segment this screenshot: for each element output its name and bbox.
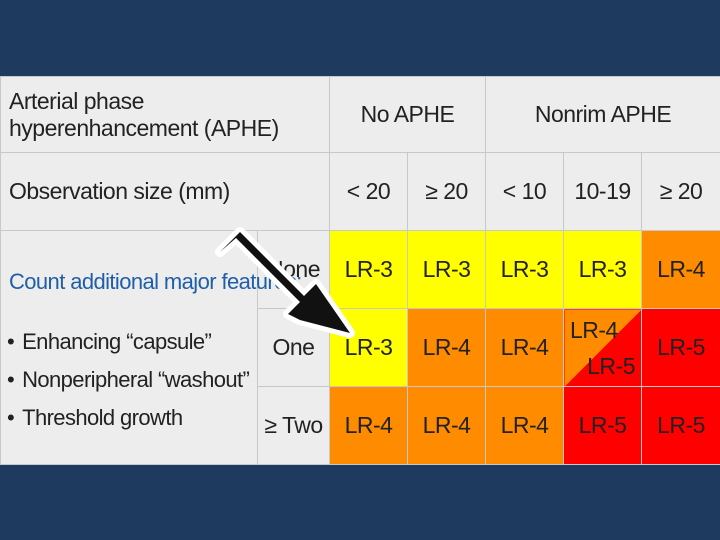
feature-item: Nonperipheral “washout” — [7, 361, 250, 399]
category-cell: LR-3 — [407, 230, 486, 309]
feature-item: Enhancing “capsule” — [7, 323, 249, 361]
size-col-5: ≥ 20 — [640, 152, 720, 231]
aphe-header-label: Arterial phase hyperenhancement (APHE) — [0, 76, 330, 153]
category-cell: LR-3 — [329, 230, 408, 309]
split-category-cell: LR-4 LR-5 — [563, 308, 642, 387]
category-cell: LR-4 — [407, 386, 486, 465]
category-cell: LR-4 — [485, 308, 564, 387]
lirads-table-container: Arterial phase hyperenhancement (APHE) N… — [0, 76, 720, 465]
features-title: Count additional major features: — [9, 269, 302, 294]
size-col-4: 10-19 — [563, 152, 642, 231]
row-label-one: One — [257, 308, 330, 387]
category-cell: LR-4 — [329, 386, 408, 465]
category-cell: LR-5 — [640, 386, 720, 465]
size-col-1: < 20 — [329, 152, 408, 231]
size-col-2: ≥ 20 — [407, 152, 486, 231]
feature-item: Threshold growth — [7, 399, 249, 437]
category-cell: LR-3 — [329, 308, 408, 387]
features-panel: Count additional major features: Enhanci… — [0, 230, 302, 465]
split-upper-label: LR-4 — [570, 317, 618, 343]
nonrim-aphe-header: Nonrim APHE — [484, 76, 720, 153]
category-cell: LR-3 — [563, 230, 642, 309]
no-aphe-header: No APHE — [329, 76, 486, 153]
category-cell: LR-4 — [640, 230, 720, 309]
size-col-3: < 10 — [485, 152, 564, 231]
category-cell: LR-3 — [485, 230, 564, 309]
split-lower-label: LR-5 — [587, 353, 635, 379]
category-cell: LR-5 — [640, 308, 720, 387]
lirads-table: Arterial phase hyperenhancement (APHE) N… — [0, 76, 720, 465]
row-label-two-plus: ≥ Two — [257, 386, 330, 465]
category-cell: LR-4 — [485, 386, 564, 465]
category-cell: LR-4 — [407, 308, 486, 387]
category-cell: LR-5 — [563, 386, 642, 465]
features-list: Enhancing “capsule” Nonperipheral “washo… — [7, 323, 250, 437]
size-header-label: Observation size (mm) — [0, 152, 330, 231]
